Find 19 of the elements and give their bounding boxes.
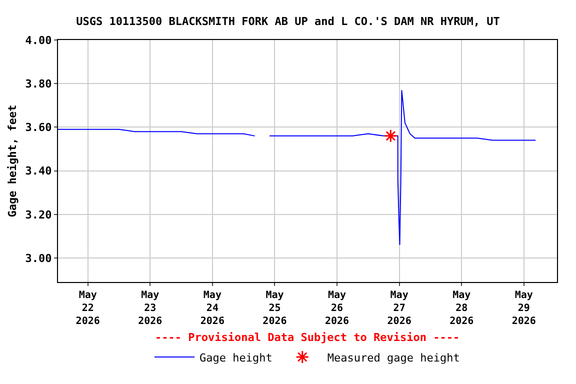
x-tick-label: May 26 2026 <box>324 290 350 327</box>
x-tick-label: May 27 2026 <box>387 290 412 327</box>
legend-label: Measured gage height <box>327 351 460 364</box>
x-tick-label: May 22 2026 <box>76 290 100 327</box>
y-axis-title: Gage height, feet <box>6 104 19 218</box>
y-tick-label: 3.40 <box>25 164 52 178</box>
x-tick-label: May 23 2026 <box>138 290 162 327</box>
text: ---- Provisional Data Subject to Revision ---- <box>155 331 460 344</box>
x-tick-label: May 25 2026 <box>262 290 287 327</box>
y-tick-label: 4.00 <box>25 34 52 47</box>
x-tick-label: May 28 2026 <box>450 290 474 327</box>
y-tick-label: 3.00 <box>25 252 52 265</box>
y-tick-label: 3.60 <box>25 121 52 134</box>
x-tick-label: May 29 2026 <box>512 290 536 327</box>
y-tick-label: 3.20 <box>25 208 52 222</box>
x-tick-label: May 24 2026 <box>200 290 224 327</box>
legend-label: Gage height <box>200 351 272 364</box>
chart-title: USGS 10113500 BLACKSMITH FORK AB UP and L CO.'S DAM NR HYRUM, UT <box>76 14 500 28</box>
y-tick-label: 3.80 <box>25 77 52 90</box>
